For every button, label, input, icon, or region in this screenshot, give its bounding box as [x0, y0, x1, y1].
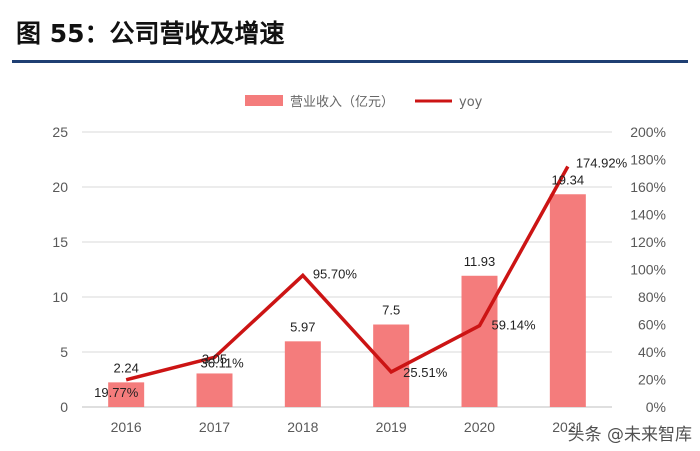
- y-left-tick-label: 5: [60, 344, 68, 360]
- yoy-value-label: 59.14%: [492, 318, 537, 333]
- x-tick-label: 2021: [552, 419, 583, 435]
- x-tick-label: 2019: [376, 419, 407, 435]
- revenue-bar: [108, 382, 145, 407]
- revenue-bar: [549, 194, 586, 407]
- x-tick-label: 2016: [111, 419, 142, 435]
- y-left-tick-label: 20: [52, 179, 68, 195]
- legend-bar-label: 营业收入（亿元）: [290, 95, 394, 110]
- title-rule: [12, 60, 688, 63]
- watermark: 头条 @未来智库: [567, 425, 692, 445]
- revenue-value-label: 2.24: [114, 360, 139, 375]
- y-left-tick-label: 15: [52, 234, 68, 250]
- revenue-value-label: 5.97: [290, 319, 315, 334]
- yoy-value-label: 174.92%: [576, 155, 628, 170]
- y-right-tick-label: 80%: [638, 289, 666, 305]
- figure-title: 图 55：公司营收及增速: [16, 19, 285, 48]
- y-left-tick-label: 10: [52, 289, 68, 305]
- y-left-tick-label: 0: [60, 399, 68, 415]
- revenue-value-label: 3.05: [202, 351, 227, 366]
- yoy-value-label: 25.51%: [403, 365, 448, 380]
- y-right-tick-label: 160%: [630, 179, 666, 195]
- revenue-value-label: 19.34: [552, 172, 585, 187]
- legend-line-label: yoy: [459, 95, 483, 110]
- x-tick-label: 2020: [464, 419, 495, 435]
- y-right-tick-label: 120%: [630, 234, 666, 250]
- x-tick-label: 2018: [287, 419, 318, 435]
- data-labels: 2.24 3.05 5.97 7.5 11.93 19.34 19.77% 36.11% 95.…: [94, 155, 627, 399]
- y-right-tick-label: 0%: [646, 399, 666, 415]
- revenue-value-label: 11.93: [464, 254, 496, 269]
- y-left-tick-label: 25: [52, 124, 68, 140]
- yoy-line: [125, 165, 570, 382]
- x-tick-label: 2017: [199, 419, 230, 435]
- y-right-tick-label: 180%: [630, 152, 666, 168]
- y-right-tick-label: 200%: [630, 124, 666, 140]
- y-right-tick-label: 20%: [638, 372, 666, 388]
- revenue-value-label: 7.5: [382, 303, 400, 318]
- yoy-value-label: 95.70%: [313, 266, 358, 281]
- chart-legend: 营业收入（亿元） yoy: [245, 95, 483, 110]
- axes: 0 5 10 15 20 25 0% 20% 40% 60% 80% 100% 120% 140% 160%…: [52, 124, 666, 435]
- bar-series: [108, 194, 586, 407]
- revenue-bar: [196, 373, 233, 407]
- y-right-tick-label: 60%: [638, 317, 666, 333]
- y-right-tick-label: 100%: [630, 262, 666, 278]
- y-right-tick-label: 140%: [630, 207, 666, 223]
- yoy-series: [125, 165, 570, 382]
- gridlines: [82, 131, 612, 408]
- legend-bar-swatch: [245, 95, 283, 106]
- y-right-tick-label: 40%: [638, 344, 666, 360]
- revenue-bar: [284, 341, 321, 407]
- yoy-value-label: 36.11%: [201, 355, 245, 370]
- revenue-bar: [461, 275, 498, 407]
- yoy-value-label: 19.77%: [94, 385, 139, 400]
